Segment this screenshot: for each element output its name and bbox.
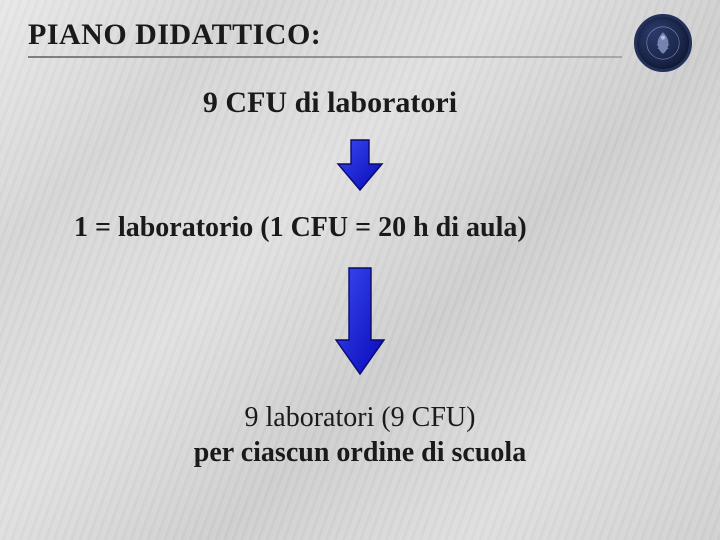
slide-content: PIANO DIDATTICO: 9 CFU di laboratori 1 =…	[0, 0, 720, 540]
bottom-text: 9 laboratori (9 CFU) per ciascun ordine …	[28, 400, 692, 470]
bottom-text-line2: per ciascun ordine di scuola	[194, 437, 526, 468]
down-arrow-large-icon	[332, 266, 388, 376]
bottom-text-line1: 9 laboratori (9 CFU)	[245, 402, 476, 433]
subtitle: 9 CFU di laboratori	[0, 86, 692, 120]
middle-text: 1 = laboratorio (1 CFU = 20 h di aula)	[74, 212, 692, 244]
university-seal-icon	[634, 14, 692, 72]
down-arrow-small-icon	[334, 138, 386, 192]
slide-title: PIANO DIDATTICO:	[28, 18, 622, 52]
header-row: PIANO DIDATTICO:	[28, 18, 692, 72]
title-wrap: PIANO DIDATTICO:	[28, 18, 622, 58]
title-underline	[28, 56, 622, 58]
